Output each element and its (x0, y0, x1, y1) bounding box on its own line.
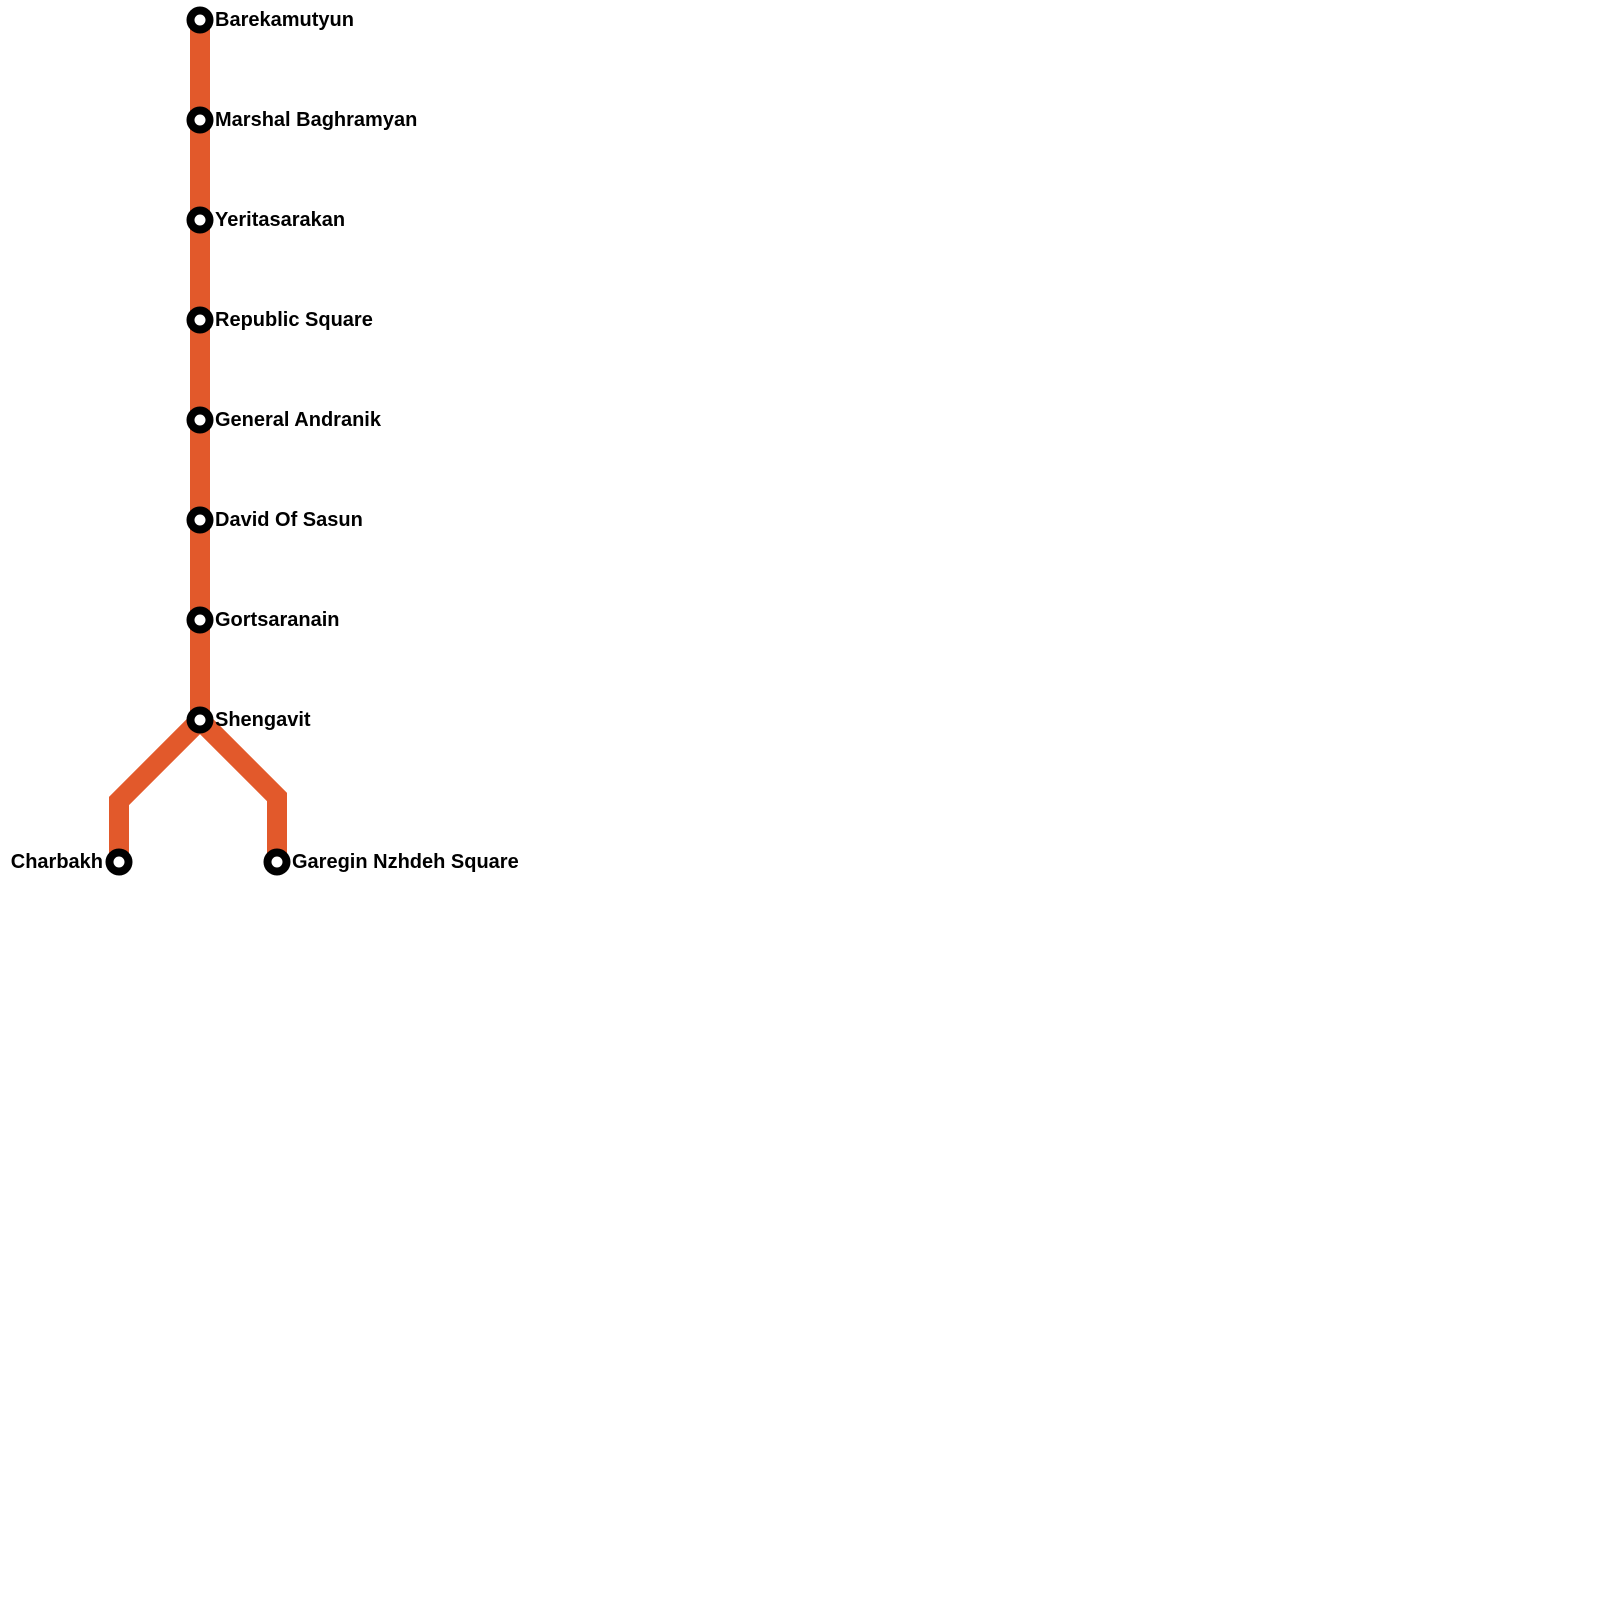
station-marker-david-of-sasun (186, 506, 214, 534)
station-marker-shengavit (186, 706, 214, 734)
station-marker-garegin-nzhdeh-square (263, 848, 291, 876)
station-label-charbakh: Charbakh (10, 851, 103, 873)
station-label-republic-square: Republic Square (215, 309, 373, 331)
station-label-shengavit: Shengavit (215, 709, 311, 731)
station-label-marshal-baghramyan: Marshal Baghramyan (215, 109, 418, 131)
line-branch-charbakh (109, 712, 208, 862)
station-label-yeritasarakan: Yeritasarakan (215, 209, 346, 231)
station-marker-charbakh (105, 848, 133, 876)
station-marker-yeritasarakan (186, 206, 214, 234)
station-marker-republic-square (186, 306, 214, 334)
station-label-gortsaranain: Gortsaranain (215, 609, 340, 631)
line-branch-garegin (192, 712, 287, 862)
station-label-general-andranik: General Andranik (215, 409, 381, 431)
station-label-david-of-sasun: David Of Sasun (215, 509, 363, 531)
station-label-garegin-nzhdeh-square: Garegin Nzhdeh Square (292, 851, 519, 873)
station-marker-barekamutyun (186, 6, 214, 34)
station-label-barekamutyun: Barekamutyun (215, 9, 354, 31)
station-marker-general-andranik (186, 406, 214, 434)
station-marker-gortsaranain (186, 606, 214, 634)
station-marker-marshal-baghramyan (186, 106, 214, 134)
